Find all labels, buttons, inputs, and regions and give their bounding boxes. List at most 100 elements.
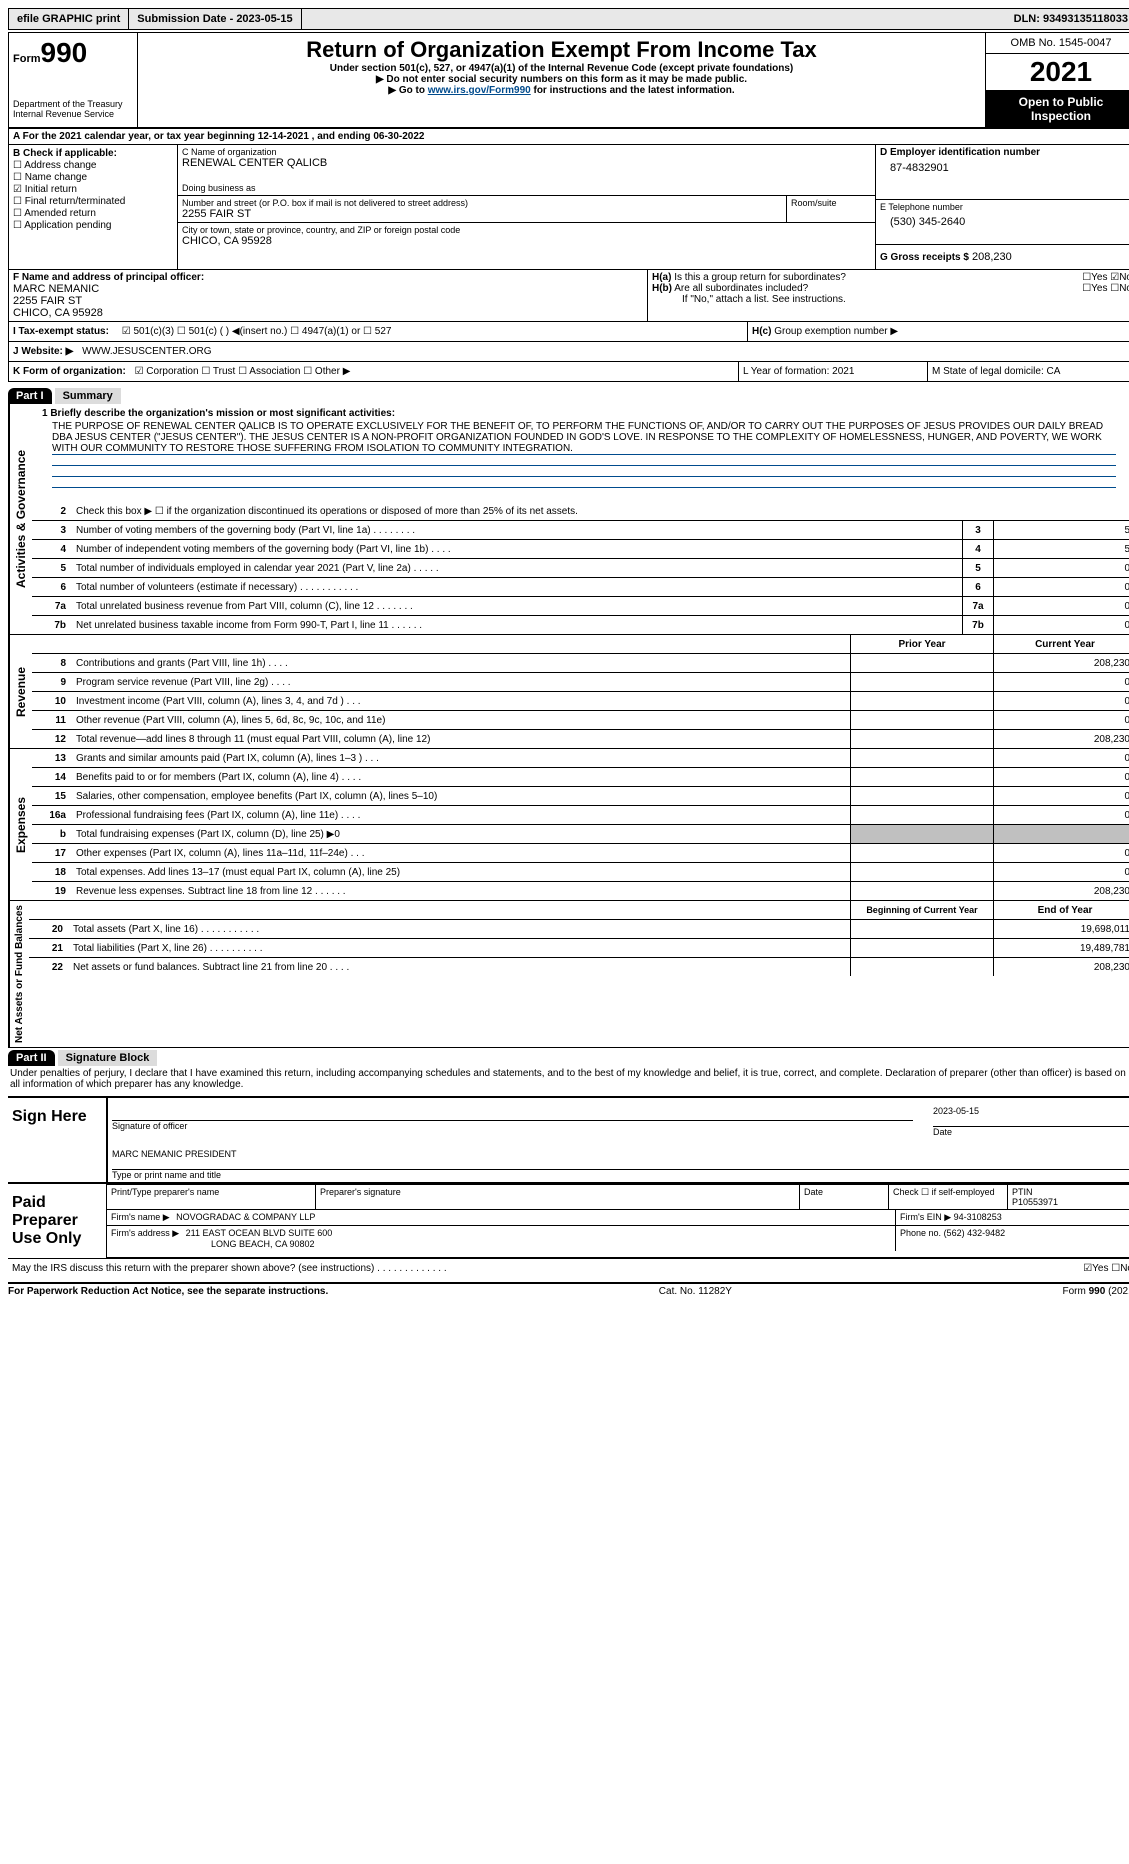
form-number: Form990: [13, 37, 133, 69]
check-amended-return[interactable]: ☐ Amended return: [13, 208, 173, 219]
summary-line: 9Program service revenue (Part VIII, lin…: [32, 673, 1129, 692]
firm-phone-label: Phone no.: [900, 1228, 941, 1238]
sidebar-revenue: Revenue: [9, 635, 32, 748]
summary-line: 16aProfessional fundraising fees (Part I…: [32, 806, 1129, 825]
address: 2255 FAIR ST: [182, 208, 782, 220]
summary-line: 12Total revenue—add lines 8 through 11 (…: [32, 730, 1129, 748]
prep-name-label: Print/Type preparer's name: [107, 1185, 316, 1209]
officer-addr1: 2255 FAIR ST: [13, 295, 643, 307]
paid-preparer-label: Paid Preparer Use Only: [8, 1184, 106, 1258]
summary-line: 15Salaries, other compensation, employee…: [32, 787, 1129, 806]
org-name: RENEWAL CENTER QALICB: [182, 157, 871, 169]
summary-line: 7bNet unrelated business taxable income …: [32, 616, 1129, 634]
summary-line: 5Total number of individuals employed in…: [32, 559, 1129, 578]
website-value[interactable]: WWW.JESUSCENTER.ORG: [82, 346, 211, 357]
part-2-title: Signature Block: [58, 1050, 158, 1066]
signature-date: 2023-05-15: [933, 1100, 1129, 1127]
ein-value: 87-4832901: [880, 158, 1129, 178]
phone-value: (530) 345-2640: [880, 212, 1129, 232]
summary-line: 10Investment income (Part VIII, column (…: [32, 692, 1129, 711]
footer-right: Form 990 (2021): [1063, 1286, 1129, 1297]
sidebar-governance: Activities & Governance: [9, 404, 32, 634]
signature-officer-label: Signature of officer: [112, 1121, 913, 1131]
section-b-checkboxes: B Check if applicable: ☐ Address change …: [9, 145, 178, 269]
gross-receipts-label: G Gross receipts $: [880, 252, 969, 263]
part-1-header: Part I: [8, 388, 52, 404]
firm-name: NOVOGRADAC & COMPANY LLP: [176, 1212, 315, 1222]
summary-line: 14Benefits paid to or for members (Part …: [32, 768, 1129, 787]
officer-label: F Name and address of principal officer:: [13, 272, 643, 283]
irs-link[interactable]: www.irs.gov/Form990: [428, 85, 531, 96]
subtitle-2: ▶ Do not enter social security numbers o…: [142, 74, 981, 85]
summary-line: 11Other revenue (Part VIII, column (A), …: [32, 711, 1129, 730]
hb-value[interactable]: ☐Yes ☐No: [1082, 283, 1129, 294]
department: Department of the Treasury Internal Reve…: [13, 99, 133, 119]
check-name-change[interactable]: ☐ Name change: [13, 172, 173, 183]
submission-date: Submission Date - 2023-05-15: [129, 9, 301, 29]
part-2-header: Part II: [8, 1050, 55, 1066]
prep-sig-label: Preparer's signature: [316, 1185, 800, 1209]
check-application-pending[interactable]: ☐ Application pending: [13, 220, 173, 231]
top-bar: efile GRAPHIC print Submission Date - 20…: [8, 8, 1129, 30]
firm-addr2: LONG BEACH, CA 90802: [211, 1239, 891, 1249]
tax-exempt-label: I Tax-exempt status:: [13, 326, 109, 337]
ein-label: D Employer identification number: [880, 147, 1129, 158]
phone-label: E Telephone number: [880, 202, 1129, 212]
check-final-return[interactable]: ☐ Final return/terminated: [13, 196, 173, 207]
check-initial-return[interactable]: ☑ Initial return: [13, 184, 173, 195]
summary-line: 21Total liabilities (Part X, line 26) . …: [29, 939, 1129, 958]
state-domicile: M State of legal domicile: CA: [928, 362, 1129, 381]
dln: DLN: 93493135118033: [1006, 9, 1129, 29]
form-org-options[interactable]: ☑ Corporation ☐ Trust ☐ Association ☐ Ot…: [135, 366, 351, 377]
address-label: Number and street (or P.O. box if mail i…: [182, 198, 782, 208]
page-footer: For Paperwork Reduction Act Notice, see …: [8, 1282, 1129, 1297]
mission-label: 1 Briefly describe the organization's mi…: [42, 408, 395, 419]
summary-line: 22Net assets or fund balances. Subtract …: [29, 958, 1129, 976]
part-1-title: Summary: [55, 388, 121, 404]
summary-section: Activities & Governance 1 Briefly descri…: [8, 404, 1129, 635]
hb-label: H(b) Are all subordinates included?: [652, 283, 1082, 294]
subtitle-3: ▶ Go to www.irs.gov/Form990 for instruct…: [142, 85, 981, 96]
gross-receipts-value: 208,230: [972, 251, 1012, 263]
form-org-label: K Form of organization:: [13, 366, 126, 377]
col-prior-year: Prior Year: [850, 635, 993, 653]
efile-label[interactable]: efile GRAPHIC print: [9, 9, 129, 29]
ptin-value: P10553971: [1012, 1197, 1129, 1207]
tax-exempt-options[interactable]: ☑ 501(c)(3) ☐ 501(c) ( ) ◀(insert no.) ☐…: [122, 326, 392, 337]
perjury-declaration: Under penalties of perjury, I declare th…: [8, 1066, 1129, 1092]
hc-label: H(c) Group exemption number ▶: [748, 322, 1129, 341]
subtitle-1: Under section 501(c), 527, or 4947(a)(1)…: [142, 63, 981, 74]
col-beginning-year: Beginning of Current Year: [850, 901, 993, 919]
officer-addr2: CHICO, CA 95928: [13, 307, 643, 319]
summary-line: 17Other expenses (Part IX, column (A), l…: [32, 844, 1129, 863]
sign-here-label: Sign Here: [8, 1098, 106, 1182]
omb-number: OMB No. 1545-0047: [986, 33, 1129, 54]
ha-value[interactable]: ☐Yes ☑No: [1082, 272, 1129, 283]
type-name-label: Type or print name and title: [112, 1170, 1129, 1180]
footer-left: For Paperwork Reduction Act Notice, see …: [8, 1286, 328, 1297]
org-name-label: C Name of organization: [182, 147, 871, 157]
dba-label: Doing business as: [182, 183, 871, 193]
check-self-employed[interactable]: Check ☐ if self-employed: [889, 1185, 1008, 1209]
discuss-irs-value[interactable]: ☑Yes ☐No: [1083, 1263, 1129, 1274]
section-a-year: A For the 2021 calendar year, or tax yea…: [9, 129, 1129, 145]
summary-line: 6Total number of volunteers (estimate if…: [32, 578, 1129, 597]
ha-label: H(a) Is this a group return for subordin…: [652, 272, 1082, 283]
check-address-change[interactable]: ☐ Address change: [13, 160, 173, 171]
firm-addr1: 211 EAST OCEAN BLVD SUITE 600: [186, 1228, 333, 1238]
summary-line: 18Total expenses. Add lines 13–17 (must …: [32, 863, 1129, 882]
discuss-irs-label: May the IRS discuss this return with the…: [12, 1263, 1083, 1274]
city-label: City or town, state or province, country…: [182, 225, 871, 235]
firm-ein: 94-3108253: [954, 1212, 1002, 1222]
firm-phone: (562) 432-9482: [944, 1228, 1006, 1238]
line-2[interactable]: Check this box ▶ ☐ if the organization d…: [72, 506, 1129, 517]
summary-line: 13Grants and similar amounts paid (Part …: [32, 749, 1129, 768]
summary-line: bTotal fundraising expenses (Part IX, co…: [32, 825, 1129, 844]
room-label: Room/suite: [787, 196, 875, 222]
identification-section: A For the 2021 calendar year, or tax yea…: [8, 129, 1129, 382]
summary-line: 4Number of independent voting members of…: [32, 540, 1129, 559]
open-to-public: Open to Public Inspection: [986, 91, 1129, 127]
col-end-year: End of Year: [993, 901, 1129, 919]
summary-line: 7aTotal unrelated business revenue from …: [32, 597, 1129, 616]
officer-printed-name: MARC NEMANIC PRESIDENT: [112, 1143, 1129, 1170]
